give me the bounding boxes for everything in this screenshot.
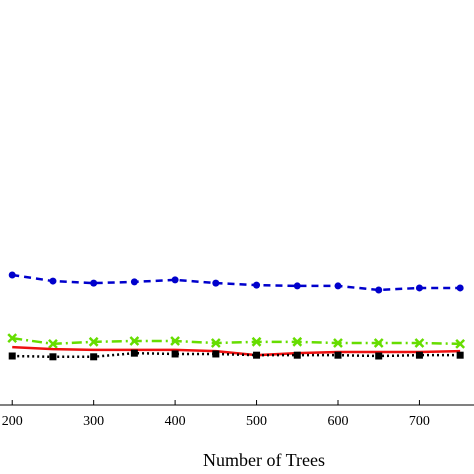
point <box>293 282 301 290</box>
point <box>7 333 18 344</box>
point <box>375 352 383 360</box>
point <box>292 336 303 347</box>
point <box>455 338 466 349</box>
x-tick-label: 600 <box>327 414 348 429</box>
point <box>251 336 262 347</box>
point <box>456 284 464 292</box>
point <box>170 336 180 346</box>
point <box>129 336 140 346</box>
point <box>375 286 383 294</box>
point <box>171 350 179 358</box>
point <box>88 336 99 347</box>
point <box>171 276 179 284</box>
point <box>293 351 301 359</box>
series-line <box>12 345 461 357</box>
point <box>212 350 220 358</box>
point <box>130 278 138 286</box>
point <box>414 338 425 348</box>
point <box>210 338 221 348</box>
point <box>333 338 343 348</box>
point <box>90 353 98 361</box>
point <box>334 282 342 290</box>
x-tick-label: 200 <box>2 414 23 429</box>
x-tick-label: 500 <box>246 414 267 429</box>
point <box>49 353 57 361</box>
point <box>212 279 220 287</box>
series-line <box>12 273 461 292</box>
point <box>49 277 57 285</box>
x-axis-label: Number of Trees <box>203 450 325 470</box>
point <box>48 338 58 349</box>
point <box>8 271 16 279</box>
point <box>334 351 342 359</box>
x-tick-label: 300 <box>83 414 104 429</box>
point <box>415 351 423 359</box>
point <box>253 351 261 359</box>
series-line <box>12 336 461 346</box>
point <box>253 281 261 289</box>
point <box>90 279 98 287</box>
x-tick-label: 700 <box>409 414 430 429</box>
point <box>130 349 138 357</box>
point <box>8 352 16 360</box>
point <box>373 338 384 348</box>
point <box>415 284 423 292</box>
x-tick-label: 400 <box>165 414 186 429</box>
point <box>456 351 464 359</box>
